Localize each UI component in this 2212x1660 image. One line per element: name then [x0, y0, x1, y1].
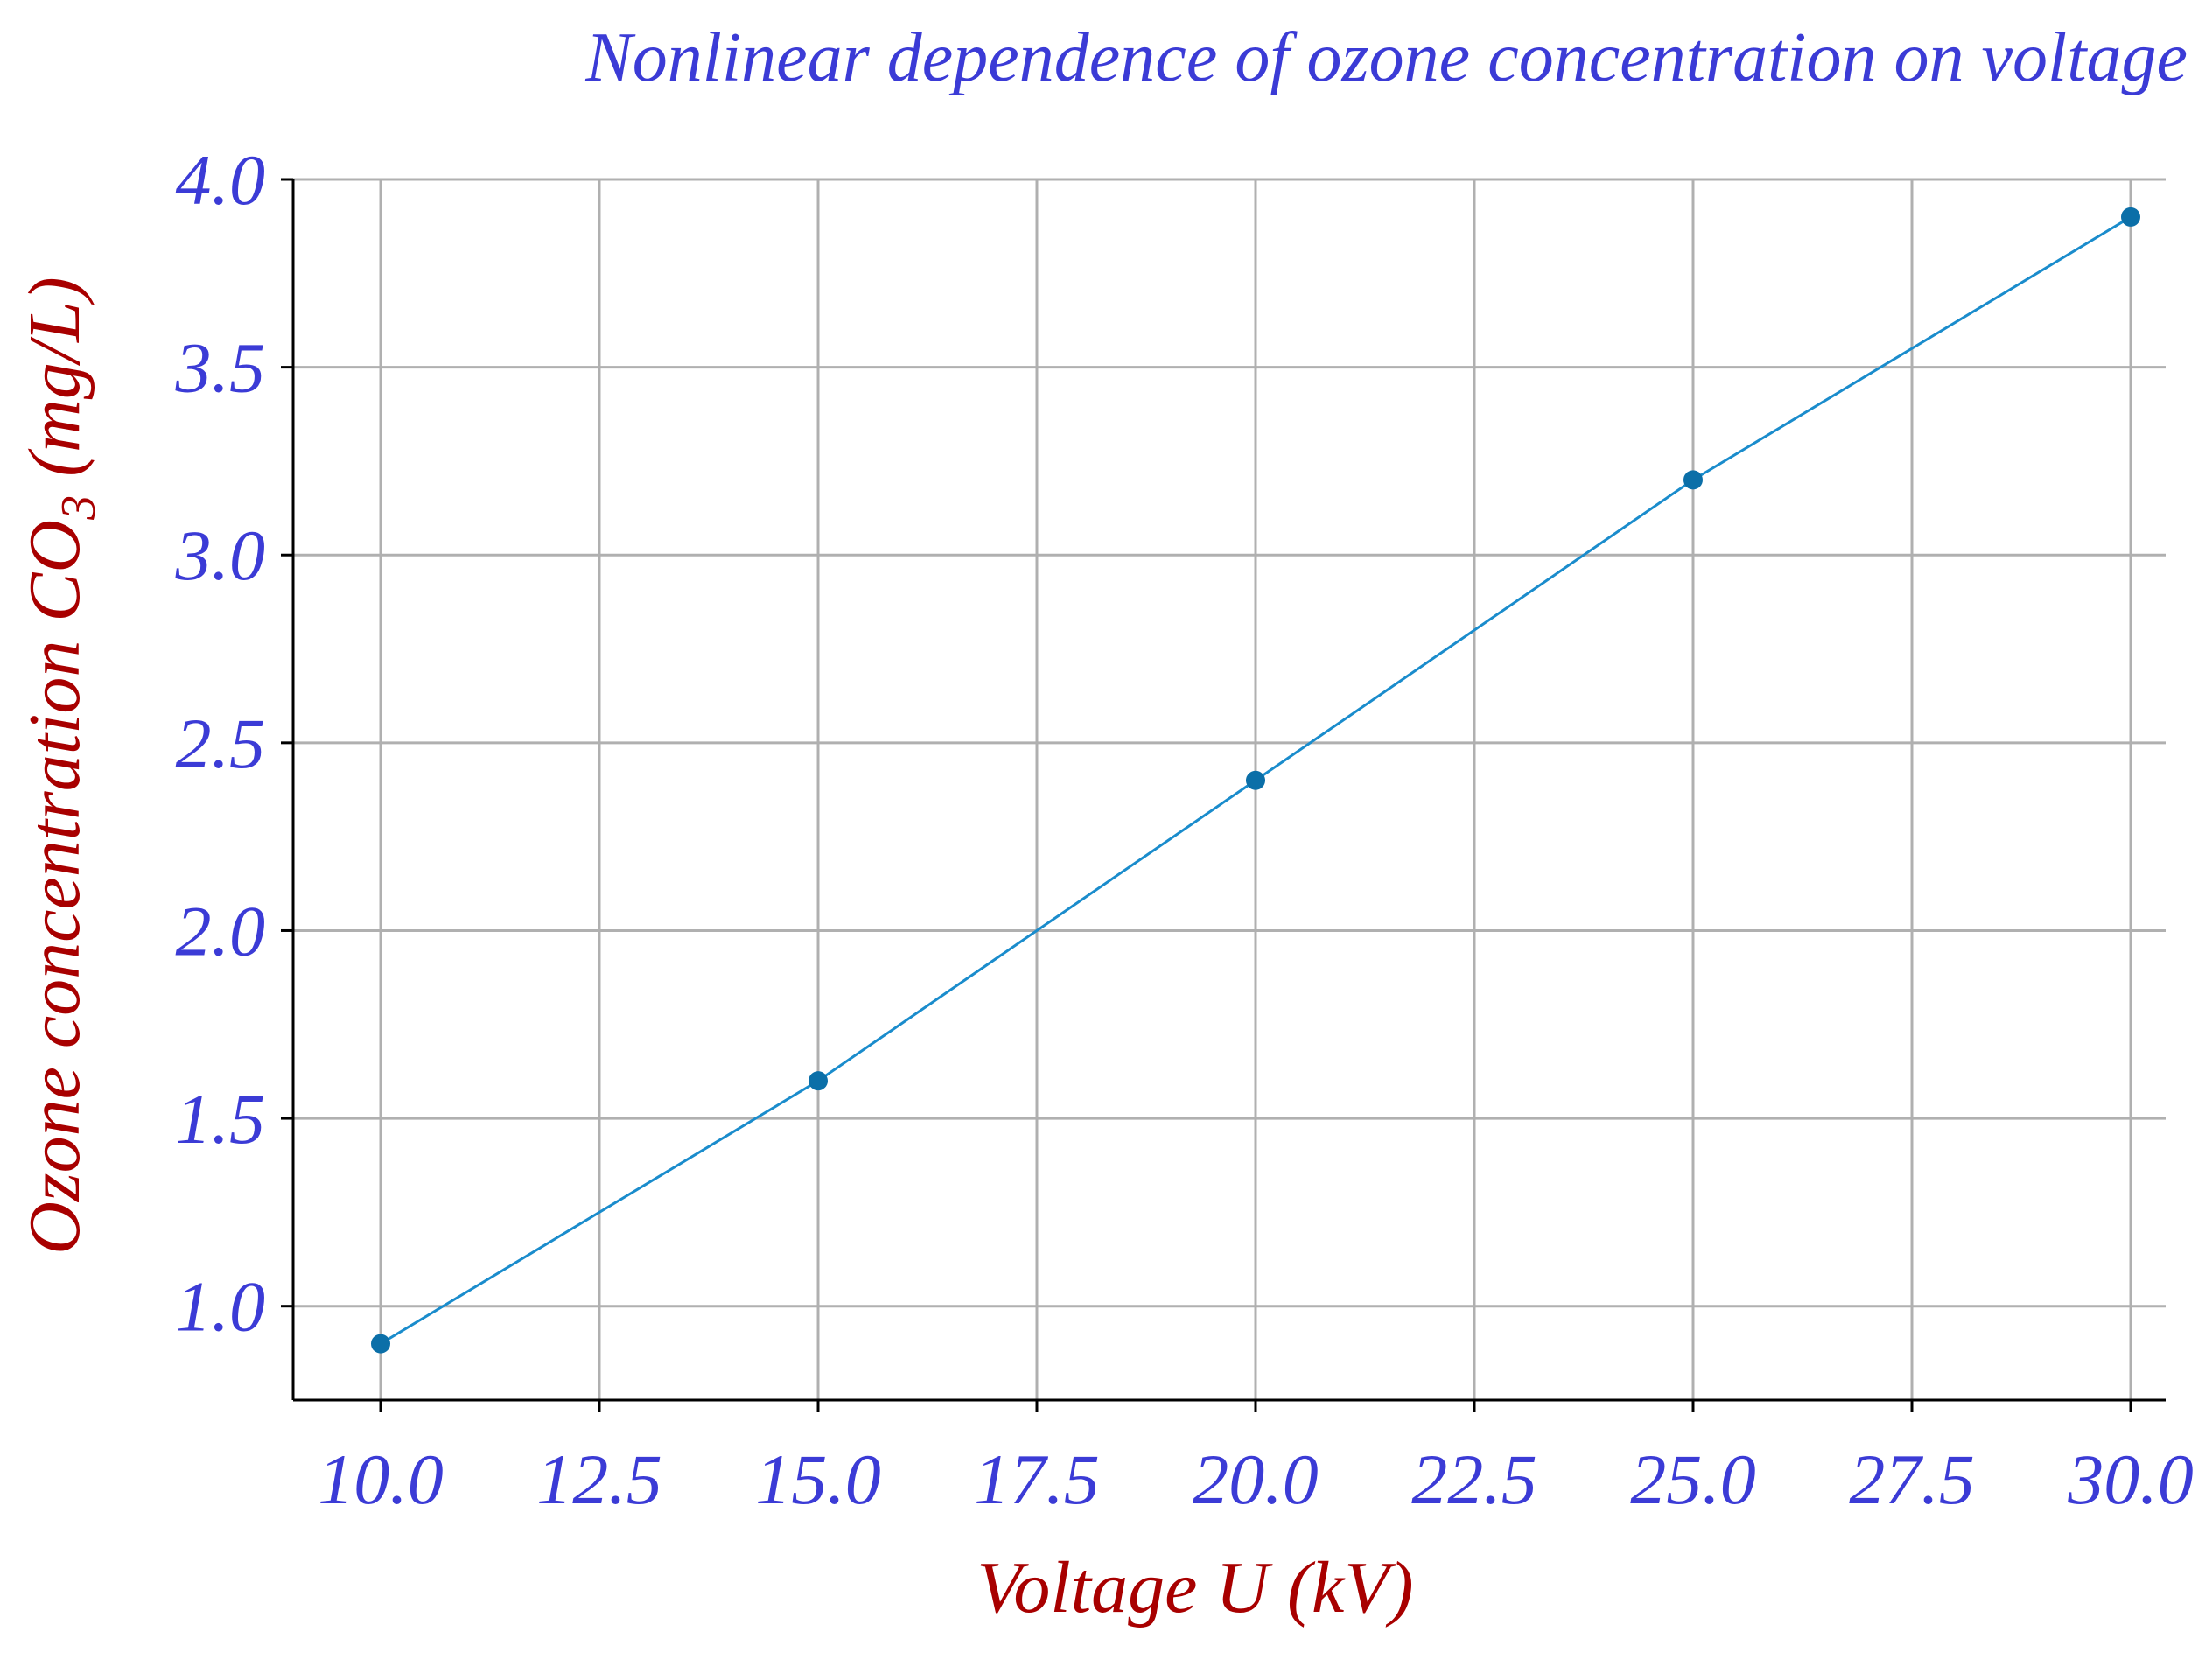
y-tick-label: 1.5 — [176, 1079, 266, 1159]
ticks: 10.0 12.5 15.0 17.5 20.0 22.5 25.0 27.5 30.0 1.0 1… — [175, 140, 2194, 1519]
x-axis-label: Voltage U (kV) — [976, 1547, 1413, 1628]
x-tick-label: 27.5 — [1849, 1439, 1975, 1519]
y-tick-label: 3.0 — [175, 515, 266, 595]
y-axis-label-sub-index: 3 — [52, 495, 106, 521]
x-tick-label: 17.5 — [974, 1439, 1100, 1519]
axes — [291, 179, 2166, 1402]
x-tick-label: 15.0 — [755, 1439, 881, 1519]
data-point — [808, 1071, 828, 1091]
y-tick-label: 1.0 — [176, 1267, 266, 1347]
x-tick-label: 30.0 — [2067, 1439, 2194, 1519]
y-tick-label: 2.0 — [176, 891, 266, 970]
data-point — [2121, 207, 2140, 227]
y-tick-label: 3.5 — [175, 328, 266, 408]
x-tick-label: 20.0 — [1193, 1439, 1319, 1519]
data-point — [371, 1334, 390, 1354]
x-tick-label: 10.0 — [318, 1439, 444, 1519]
data-point — [1246, 770, 1265, 790]
y-axis-label-main: Ozone concentration C — [14, 572, 95, 1255]
data-point — [1684, 470, 1703, 490]
x-tick-label: 22.5 — [1411, 1439, 1537, 1519]
series — [371, 207, 2140, 1354]
y-axis-label-sub: O — [14, 520, 95, 573]
y-tick-label: 2.5 — [176, 704, 266, 783]
chart-title: Nonlinear dependence of ozone concentrat… — [584, 19, 2188, 96]
y-axis-label-unit: (mg/L) — [14, 277, 95, 495]
x-tick-label: 12.5 — [536, 1439, 662, 1519]
y-axis-label: Ozone concentration CO3 (mg/L) — [14, 277, 106, 1255]
y-tick-label: 4.0 — [176, 140, 266, 220]
x-tick-label: 25.0 — [1630, 1439, 1756, 1519]
grid — [293, 178, 2166, 1400]
